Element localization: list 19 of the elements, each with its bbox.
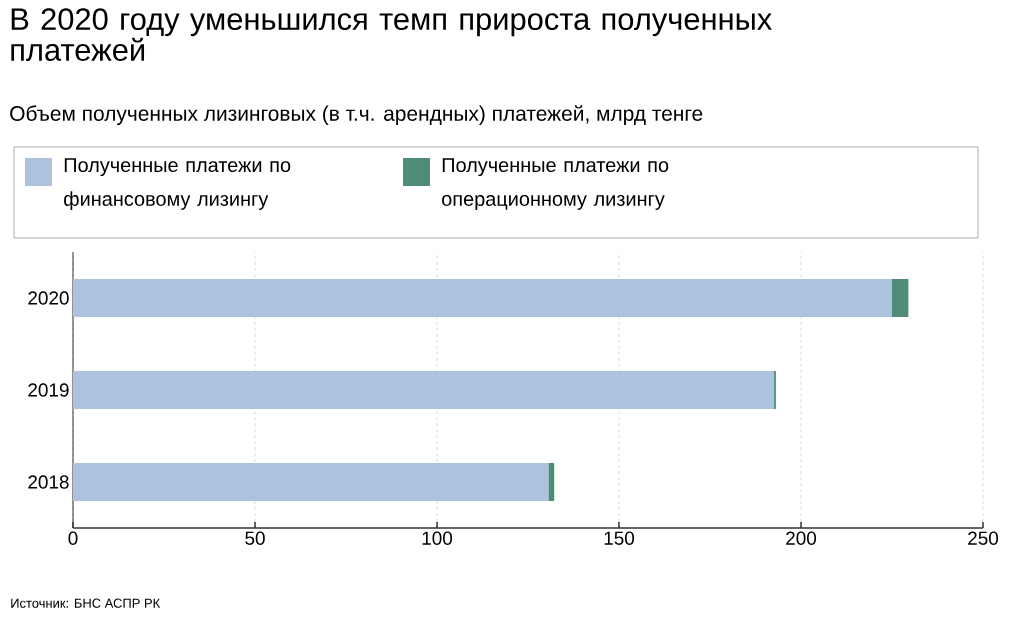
x-tick-label: 50 [245,531,265,545]
x-tick-label: 0 [68,531,78,545]
bar [73,370,775,409]
y-tick-label: 2020 [28,291,69,305]
bar [892,278,909,317]
x-tick-label: 150 [604,531,635,545]
bar [548,462,555,501]
chart-title: В 2020 году уменьшился темп прироста полученных платежей [11,8,772,61]
bar [73,278,893,317]
y-tick-label: 2019 [28,383,69,397]
text: Источник: БНС АСПР РК [11,598,161,608]
x-tick-label: 100 [422,531,453,545]
x-tick-label: 250 [968,531,999,545]
bar [73,462,549,501]
x-tick-label: 200 [786,531,817,545]
chart-subtitle: Объем полученных лизинговых (в т.ч. арендных) платежей, млрд тенге [10,105,703,126]
y-tick-label: 2018 [28,475,69,489]
legend-label: Полученные платежи по финансовому лизингу [64,158,291,210]
legend-label: Полученные платежи по операционному лизингу [442,158,669,210]
